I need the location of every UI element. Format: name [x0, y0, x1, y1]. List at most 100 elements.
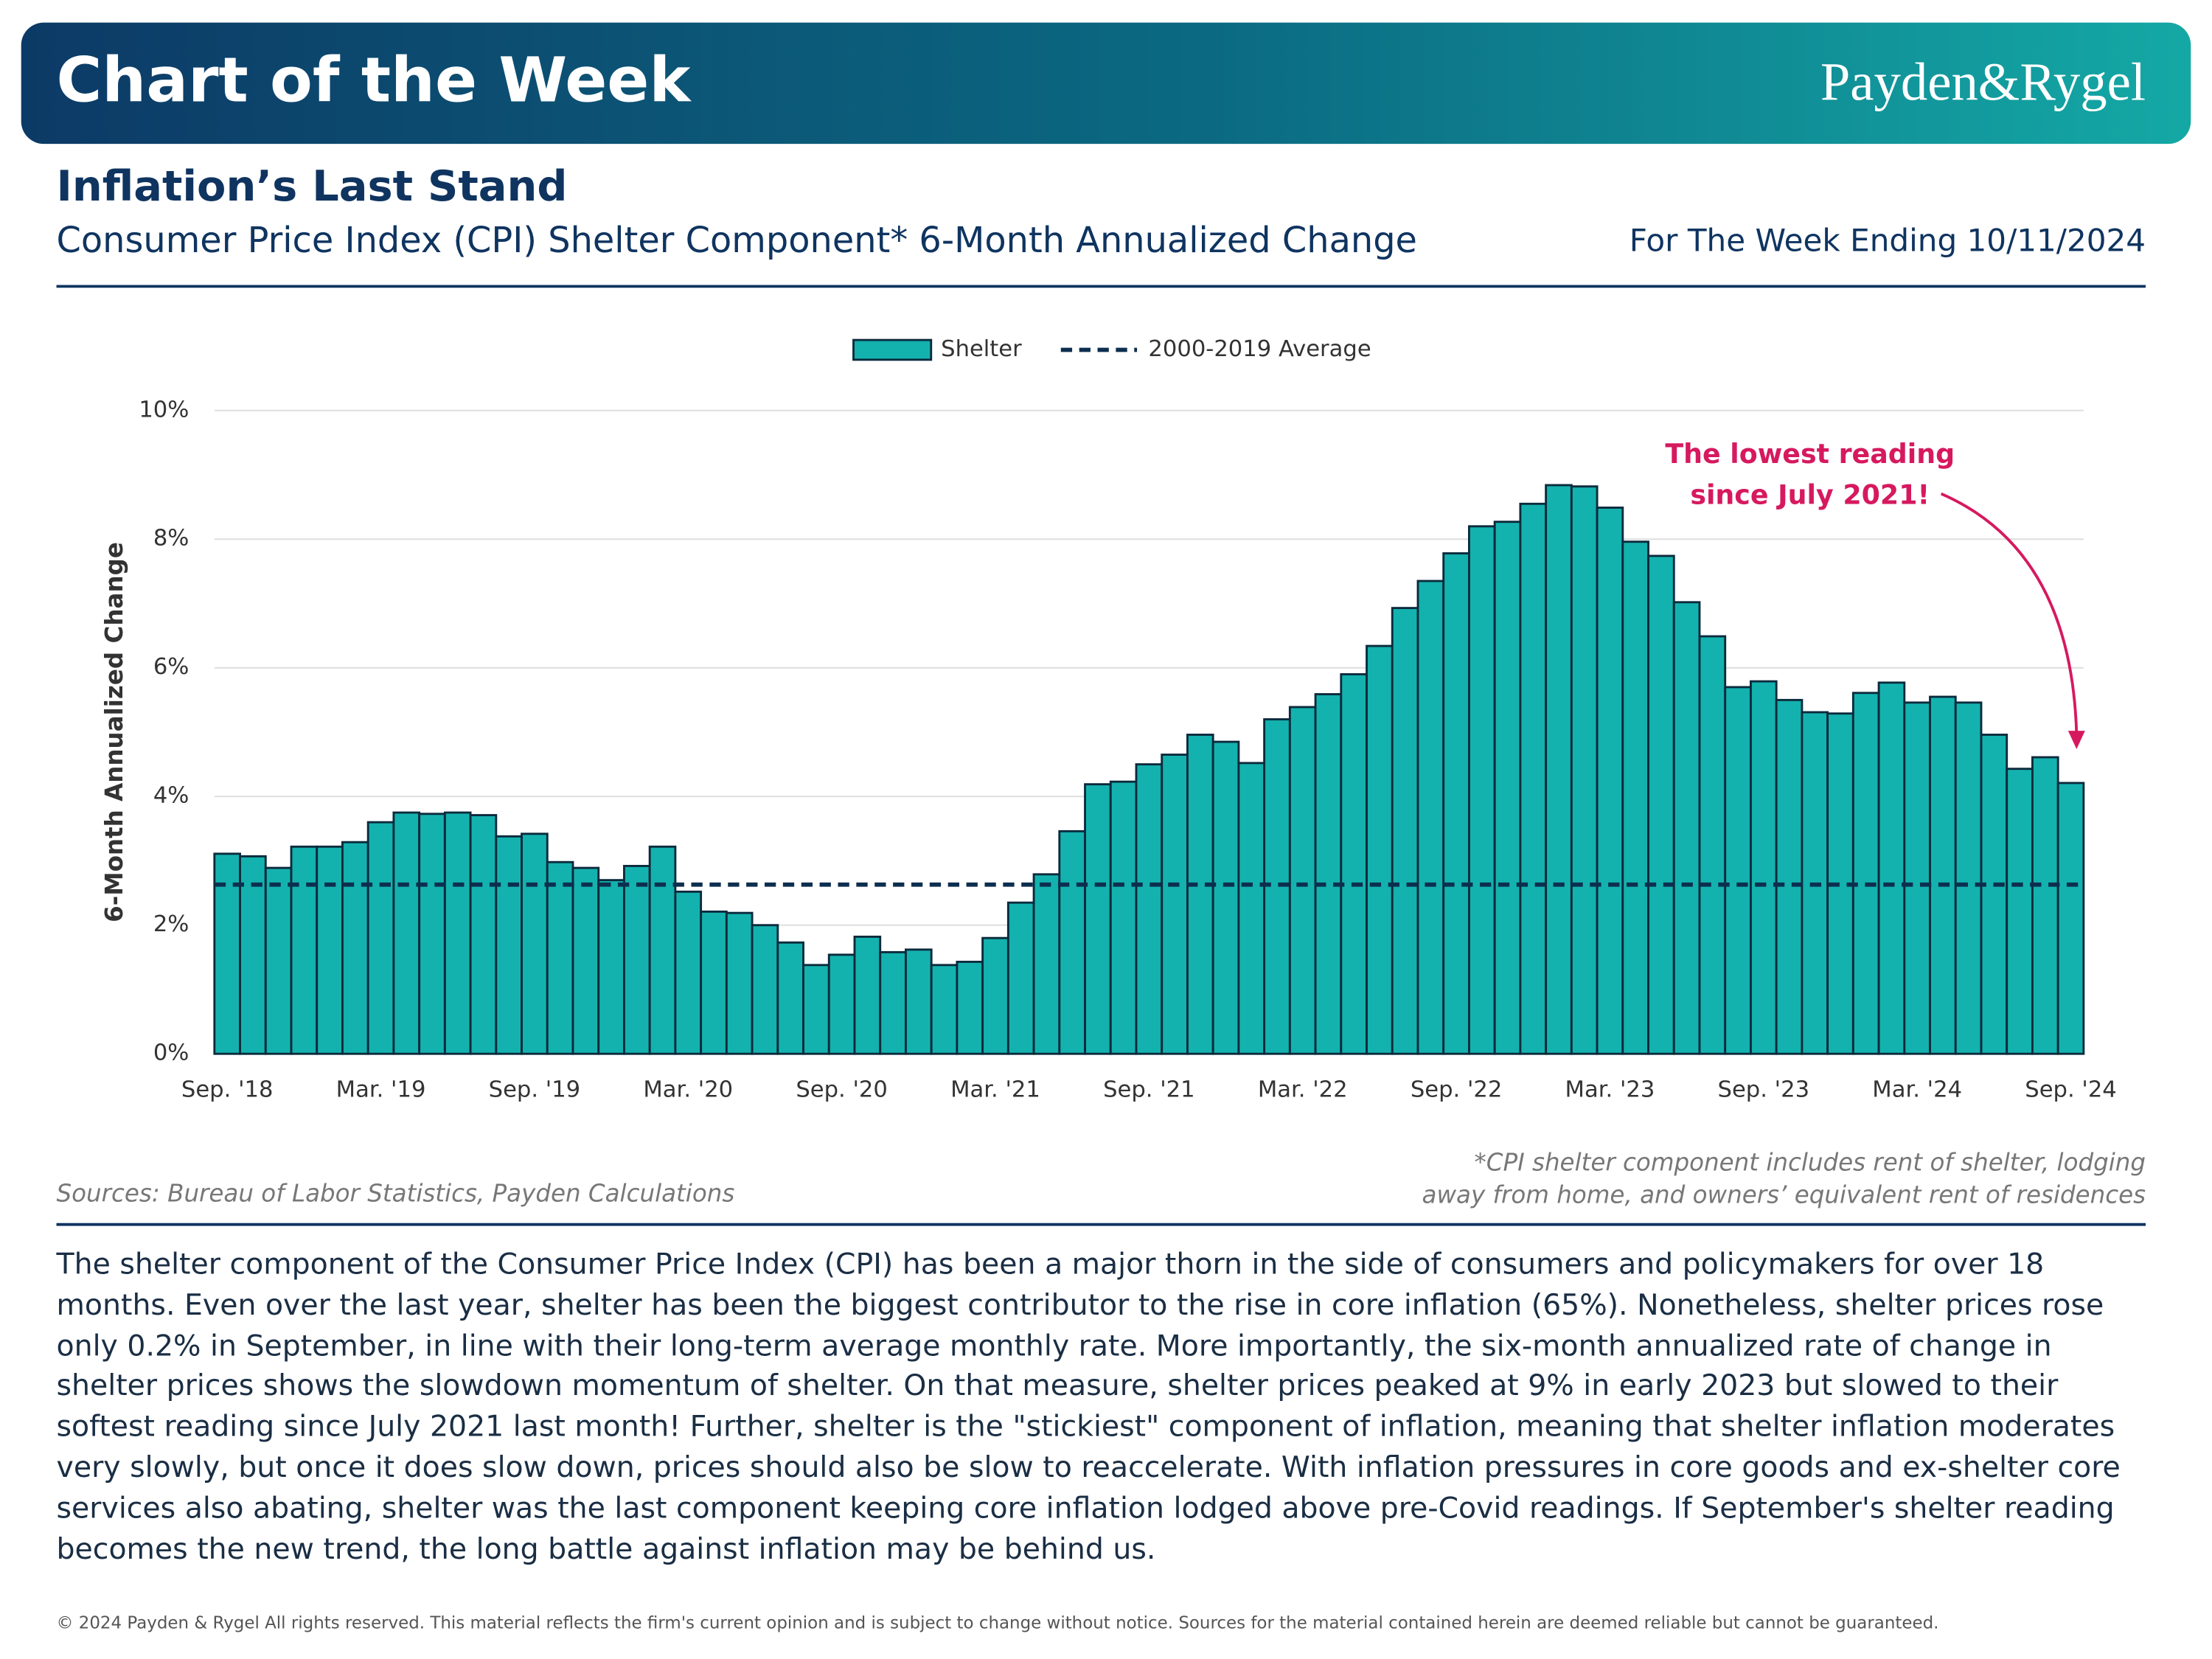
- bar: [1596, 507, 1624, 1055]
- bar: [521, 832, 549, 1055]
- bar: [1135, 763, 1164, 1055]
- bar: [2056, 782, 2085, 1055]
- bar: [1750, 680, 1778, 1055]
- body-text: The shelter component of the Consumer Pr…: [56, 1247, 2121, 1565]
- footnote: away from home, and owners’ equivalent r…: [1422, 1180, 2146, 1208]
- bar: [418, 813, 446, 1055]
- bar: [1954, 701, 1983, 1055]
- annotation-arrowhead: [2067, 731, 2085, 749]
- bar: [443, 811, 472, 1055]
- legend-swatch: [852, 338, 933, 361]
- bar: [648, 845, 677, 1055]
- y-tick-label: 2%: [153, 911, 189, 937]
- x-tick-label: Mar. '19: [336, 1077, 426, 1102]
- bar: [1186, 734, 1214, 1055]
- bar: [1084, 783, 1112, 1055]
- bar: [879, 950, 907, 1055]
- x-tick-label: Mar. '20: [643, 1077, 733, 1102]
- bar: [1237, 762, 1266, 1055]
- annotation-arrow: [1940, 492, 2079, 734]
- bar: [956, 961, 984, 1055]
- x-tick-label: Mar. '22: [1258, 1077, 1348, 1102]
- bar: [1647, 554, 1675, 1055]
- bar: [1006, 901, 1035, 1055]
- bar: [1980, 734, 2008, 1055]
- y-tick-label: 6%: [153, 654, 189, 680]
- bar: [1058, 830, 1086, 1055]
- y-tick-label: 8%: [153, 526, 189, 552]
- sources: Sources: Bureau of Labor Statistics, Pay…: [57, 1180, 735, 1208]
- bar: [1672, 601, 1701, 1055]
- bar: [674, 890, 703, 1055]
- x-tick-label: Sep. '22: [1411, 1077, 1503, 1102]
- bar: [392, 811, 421, 1055]
- bar: [1314, 693, 1343, 1055]
- y-tick-label: 10%: [139, 397, 189, 422]
- brand: Payden&Rygel: [1820, 52, 2146, 111]
- y-tick-label: 4%: [153, 783, 189, 809]
- bar: [264, 866, 293, 1055]
- bar: [751, 924, 779, 1055]
- bar: [366, 821, 395, 1055]
- copyright: © 2024 Payden & Rygel All rights reserve…: [57, 1614, 1939, 1633]
- bar: [1724, 686, 1752, 1055]
- bar: [1545, 484, 1573, 1055]
- bar: [341, 841, 369, 1055]
- x-tick-label: Mar. '21: [950, 1077, 1040, 1102]
- annotation: The lowest reading: [1665, 438, 1955, 470]
- bar: [316, 845, 344, 1055]
- bar: [1621, 540, 1649, 1055]
- bar: [700, 910, 728, 1055]
- bar: [495, 835, 523, 1055]
- bar: [981, 936, 1009, 1055]
- header-bar: [21, 22, 2191, 145]
- bar: [1775, 698, 1804, 1055]
- bar: [1468, 525, 1496, 1055]
- bar: [546, 860, 574, 1055]
- date-note: For The Week Ending 10/11/2024: [1630, 223, 2146, 259]
- footnote: *CPI shelter component includes rent of …: [1475, 1148, 2146, 1176]
- chart: 0% 2% 4% 6% 8% 10% 6-Month Annualized Change Se…: [100, 336, 2117, 1102]
- bar: [853, 935, 882, 1055]
- bar: [2031, 756, 2059, 1055]
- bar: [1288, 706, 1317, 1055]
- legend-label: Shelter: [941, 336, 1022, 362]
- bar: [827, 953, 856, 1055]
- bar: [1032, 873, 1061, 1055]
- bar: [1929, 695, 1957, 1055]
- bar: [597, 879, 625, 1055]
- bar: [930, 964, 959, 1055]
- bar: [1109, 780, 1138, 1055]
- bar: [1211, 740, 1240, 1055]
- bar: [2006, 768, 2034, 1055]
- y-axis-label: 6-Month Annualized Change: [100, 542, 128, 922]
- bar: [1851, 692, 1880, 1055]
- x-tick-label: Sep. '18: [181, 1077, 274, 1102]
- bar: [1416, 580, 1445, 1055]
- bar: [1161, 754, 1189, 1055]
- x-tick-label: Sep. '24: [2025, 1077, 2117, 1102]
- bar: [725, 911, 754, 1055]
- bar: [1366, 644, 1394, 1055]
- bar: [1877, 681, 1906, 1055]
- bar: [1570, 485, 1599, 1055]
- bar: [290, 845, 319, 1055]
- header-title: Chart of the Week: [57, 44, 692, 116]
- bar: [571, 866, 600, 1055]
- x-tick-label: Mar. '23: [1565, 1077, 1655, 1102]
- x-tick-label: Sep. '21: [1103, 1077, 1195, 1102]
- x-tick-label: Sep. '23: [1718, 1077, 1810, 1102]
- bar: [623, 865, 651, 1055]
- title: Inflation’s Last Stand: [57, 161, 568, 211]
- x-tick-label: Mar. '24: [1872, 1077, 1962, 1102]
- bar: [905, 948, 933, 1055]
- legend-label: 2000-2019 Average: [1148, 336, 1371, 362]
- bar: [1519, 502, 1548, 1055]
- bar: [1340, 673, 1368, 1055]
- bar: [1903, 701, 1931, 1055]
- y-tick-label: 0%: [153, 1040, 189, 1066]
- subtitle: Consumer Price Index (CPI) Shelter Compo…: [57, 220, 1417, 261]
- bar: [1442, 552, 1470, 1055]
